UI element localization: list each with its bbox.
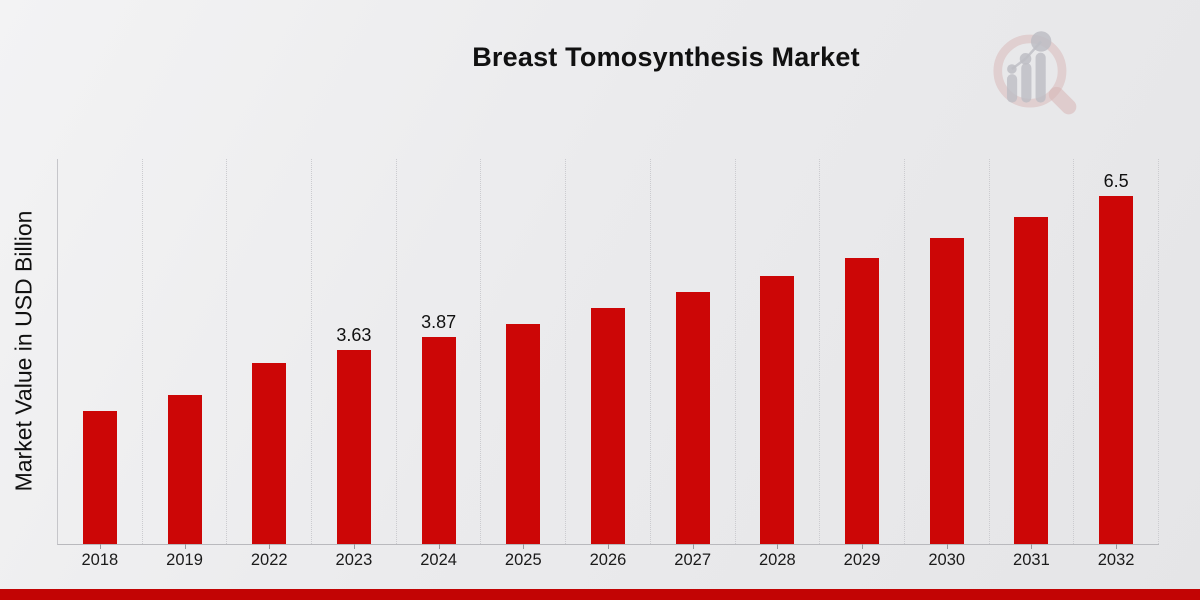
x-axis-tick-2022 [269,544,271,549]
bar-2019[interactable] [167,394,202,544]
logo-trend-dots-icon [1007,31,1052,74]
x-axis-tick-2024 [438,544,440,549]
plot-area: 2018 2019 2022 3.63 2023 3.87 2024 2025 2026 2027… [57,159,1159,569]
chart-column-2027: 2027 [651,159,736,569]
bar-2018[interactable] [82,410,117,544]
chart-column-2025: 2025 [481,159,567,569]
brand-watermark-logo [993,31,1077,115]
logo-bars-icon [1006,52,1046,103]
bottom-accent-strip [0,589,1200,600]
bar-2027[interactable] [675,292,710,544]
logo-magnifier-handle-icon [1048,86,1077,115]
x-tick-label-2023: 2023 [335,551,373,569]
chart-column-2024: 3.87 2024 [397,159,482,569]
x-tick-label-2026: 2026 [589,551,627,569]
chart-title: Breast Tomosynthesis Market [472,42,860,72]
logo-magnifier-ring-icon [993,34,1067,108]
bar-2023[interactable] [336,349,371,544]
chart-column-2023: 3.63 2023 [312,159,397,569]
chart-column-2028: 2028 [736,159,821,569]
bar-2025[interactable] [506,324,541,544]
chart-column-2029: 2029 [820,159,905,569]
x-tick-label-2027: 2027 [674,551,712,569]
x-axis-tick-2029 [862,544,864,549]
x-axis-tick-2031 [1031,544,1033,549]
x-tick-label-2018: 2018 [81,551,119,569]
x-axis-tick-2023 [353,544,355,549]
x-axis-tick-2027 [692,544,694,549]
bar-value-label-2032: 6.5 [1103,171,1129,192]
x-axis-tick-2028 [777,544,779,549]
bar-2026[interactable] [590,308,625,544]
x-tick-label-2032: 2032 [1097,551,1135,569]
chart-column-2019: 2019 [143,159,228,569]
chart-column-2032: 6.5 2032 [1074,159,1159,569]
x-axis-tick-2019 [184,544,186,549]
bar-2029[interactable] [845,258,880,544]
x-tick-label-2024: 2024 [420,551,457,569]
x-axis-tick-2026 [607,544,609,549]
y-axis-label: Market Value in USD Billion [10,210,37,492]
x-tick-label-2029: 2029 [843,551,881,569]
bar-2024[interactable] [421,337,456,544]
bar-value-label-2023: 3.63 [336,324,372,345]
chart-column-2031: 2031 [990,159,1075,569]
x-tick-label-2031: 2031 [1013,551,1050,569]
bar-2031[interactable] [1014,217,1049,544]
chart-column-2022: 2022 [227,159,313,569]
bar-2028[interactable] [760,275,795,544]
x-tick-label-2030: 2030 [928,551,966,569]
chart-column-2026: 2026 [566,159,651,569]
bar-2032[interactable] [1099,196,1134,544]
bar-2022[interactable] [252,362,287,544]
chart-column-2030: 2030 [905,159,990,569]
x-tick-label-2028: 2028 [758,551,796,569]
x-tick-label-2025: 2025 [504,551,542,569]
x-tick-label-2022: 2022 [250,551,288,569]
chart-column-2018: 2018 [58,159,143,569]
x-axis-tick-2025 [523,544,525,549]
x-axis-tick-2030 [946,544,948,549]
x-tick-label-2019: 2019 [166,551,203,569]
bar-2030[interactable] [929,238,964,544]
x-axis-tick-2018 [99,544,101,549]
bar-value-label-2024: 3.87 [421,312,457,333]
x-axis-tick-2032 [1116,544,1118,549]
